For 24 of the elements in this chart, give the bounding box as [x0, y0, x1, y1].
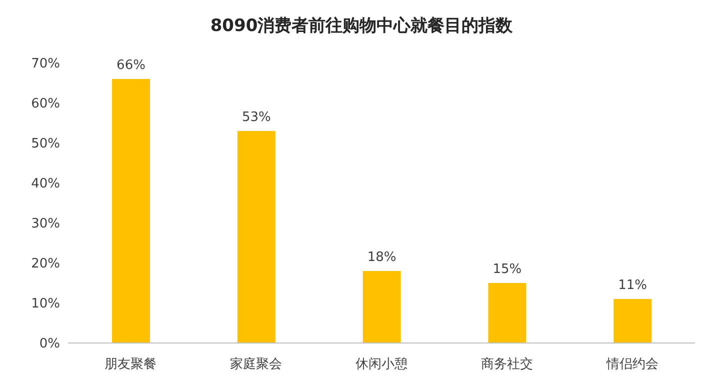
- x-tick-label: 情侣约会: [605, 357, 658, 372]
- y-tick-label: 30%: [31, 216, 60, 232]
- y-tick-label: 20%: [31, 256, 60, 272]
- x-tick-label: 朋友聚餐: [104, 357, 157, 372]
- bar: [362, 271, 401, 343]
- bar: [614, 299, 652, 343]
- bar: [488, 283, 526, 343]
- x-tick-label: 休闲小憩: [356, 357, 408, 372]
- y-tick-label: 60%: [31, 96, 60, 112]
- y-tick-label: 70%: [31, 56, 60, 72]
- bar: [237, 131, 276, 343]
- data-label: 15%: [492, 262, 522, 277]
- bar: [112, 79, 150, 343]
- data-label: 53%: [242, 110, 271, 125]
- data-label: 66%: [116, 58, 146, 73]
- y-tick-label: 40%: [31, 176, 60, 192]
- x-tick-label: 家庭聚会: [230, 356, 282, 372]
- data-label: 18%: [367, 250, 396, 265]
- data-label: 11%: [618, 278, 648, 293]
- chart-title: 8090消费者前往购物中心就餐目的指数: [209, 15, 514, 37]
- y-tick-label: 0%: [39, 336, 60, 352]
- y-tick-label: 50%: [31, 136, 60, 152]
- x-tick-label: 商务社交: [480, 356, 533, 372]
- y-tick-label: 10%: [31, 296, 60, 312]
